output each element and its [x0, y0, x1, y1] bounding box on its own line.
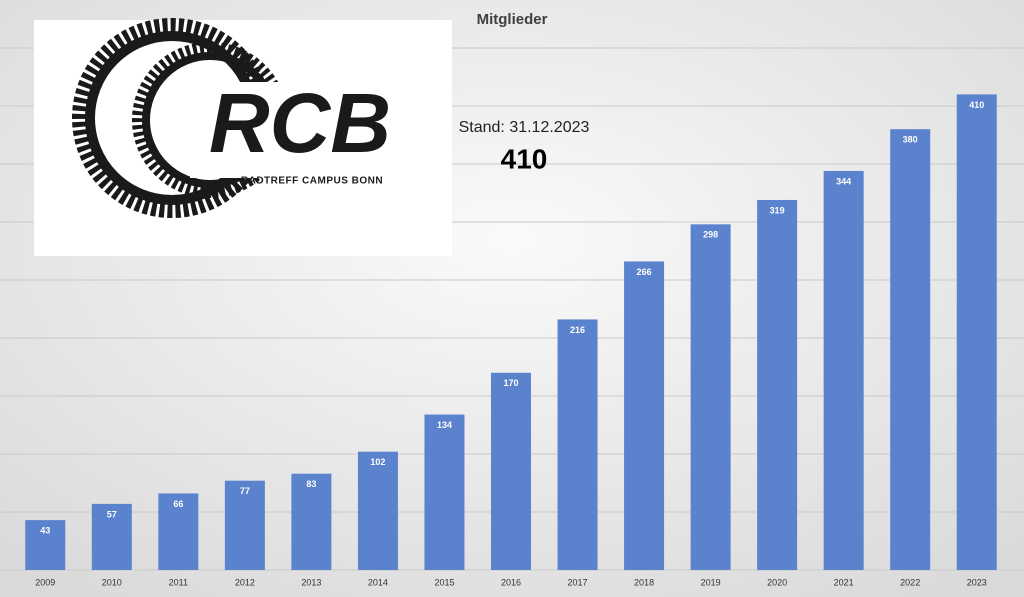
- x-tick-label: 2017: [568, 577, 588, 587]
- x-tick-label: 2022: [900, 577, 920, 587]
- x-tick-label: 2018: [634, 577, 654, 587]
- logo-text-plate: [190, 82, 420, 178]
- bar: [158, 493, 199, 570]
- total: 410: [501, 143, 548, 174]
- value-label: 102: [370, 457, 385, 467]
- bar: [690, 224, 731, 570]
- bar: [491, 372, 531, 570]
- value-label: 83: [306, 479, 316, 489]
- x-tick-label: 2012: [235, 577, 255, 587]
- bar: [424, 414, 465, 570]
- x-tick-label: 2014: [368, 577, 388, 587]
- x-tick-label: 2021: [834, 577, 854, 587]
- value-label: 134: [437, 420, 452, 430]
- x-tick-label: 2023: [967, 577, 987, 587]
- bar: [956, 94, 997, 571]
- x-tick-label: 2011: [169, 577, 188, 587]
- bar: [624, 261, 665, 570]
- bar: [291, 473, 332, 570]
- bar: [890, 129, 931, 570]
- value-label: 66: [173, 499, 183, 509]
- x-tick-label: 2010: [102, 577, 122, 587]
- value-label: 216: [570, 325, 585, 335]
- logo-subtitle: RADTREFF CAMPUS BONN: [241, 176, 383, 187]
- value-label: 57: [107, 509, 117, 519]
- value-label: 266: [637, 267, 652, 277]
- bar: [25, 520, 66, 570]
- chart-title: Mitglieder: [477, 11, 548, 28]
- x-tick-label: 2020: [767, 577, 787, 587]
- bar: [224, 480, 265, 570]
- x-tick-label: 2015: [434, 577, 454, 587]
- x-tick-label: 2016: [501, 577, 521, 587]
- annotation: Stand: 31.12.2023: [459, 119, 590, 136]
- value-label: 344: [836, 176, 851, 186]
- bar: [823, 170, 864, 570]
- value-label: 77: [240, 486, 250, 496]
- value-label: 298: [703, 230, 718, 240]
- value-label: 380: [903, 135, 918, 145]
- bar: [557, 319, 598, 570]
- value-label: 170: [503, 378, 518, 388]
- logo-title: RCB: [209, 76, 391, 170]
- x-tick-label: 2009: [35, 577, 55, 587]
- bar: [757, 199, 798, 570]
- value-label: 319: [770, 205, 785, 215]
- x-tick-label: 2019: [701, 577, 721, 587]
- x-tick-label: 2013: [301, 577, 321, 587]
- logo: RCB RADTREFF CAMPUS BONN: [34, 18, 452, 256]
- value-label: 43: [40, 525, 50, 535]
- bar: [91, 503, 132, 570]
- bar: [357, 451, 398, 570]
- bars: 2009 43 2010 57 2011 66 2012 77 2013 83 2014 102 201…: [25, 94, 997, 587]
- value-label: 410: [969, 100, 984, 110]
